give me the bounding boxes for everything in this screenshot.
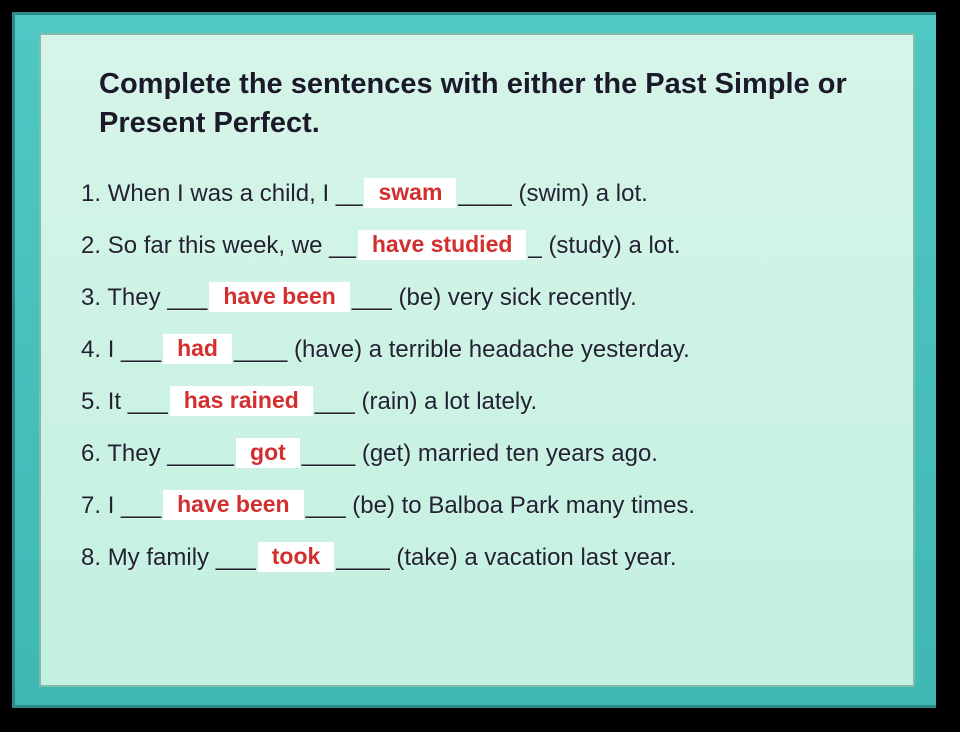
sentence-post-text: ____ (swim) a lot. [458,180,647,207]
answer-box: have been [163,490,304,520]
sentence-row: 7. I ___have been___ (be) to Balboa Park… [81,491,873,521]
sentence-pre-text: So far this week, we __ [108,232,356,259]
sentence-number: 4. [81,336,101,363]
sentences-list: 1. When I was a child, I __swam____ (swi… [81,179,873,573]
sentence-row: 1. When I was a child, I __swam____ (swi… [81,179,873,209]
sentence-post-text: ____ (take) a vacation last year. [336,544,676,571]
sentence-pre-text: When I was a child, I __ [108,180,363,207]
sentence-post-text: _ (study) a lot. [528,232,680,259]
sentence-row: 8. My family ___took____ (take) a vacati… [81,543,873,573]
sentence-post-text: ___ (be) to Balboa Park many times. [306,492,696,519]
right-black-strip [936,0,960,720]
sentence-row: 4. I ___had____ (have) a terrible headac… [81,335,873,365]
sentence-pre-text: My family ___ [108,544,256,571]
sentence-post-text: ____ (have) a terrible headache yesterda… [234,336,690,363]
sentence-row: 2. So far this week, we __have studied_ … [81,231,873,261]
exercise-title: Complete the sentences with either the P… [99,65,873,143]
sentence-post-text: ___ (rain) a lot lately. [315,388,537,415]
answer-box: got [236,438,300,468]
answer-box: swam [364,178,456,208]
sentence-pre-text: They _____ [107,440,234,467]
sentence-number: 6. [81,440,101,467]
sentence-post-text: ____ (get) married ten years ago. [302,440,658,467]
sentence-number: 1. [81,180,101,207]
sentence-row: 6. They _____got____ (get) married ten y… [81,439,873,469]
answer-box: have been [209,282,350,312]
sentence-number: 5. [81,388,101,415]
sentence-number: 8. [81,544,101,571]
slide-outer-frame: Complete the sentences with either the P… [12,12,942,708]
sentence-pre-text: It ___ [108,388,168,415]
sentence-row: 3. They ___have been___ (be) very sick r… [81,283,873,313]
answer-box: had [163,334,232,364]
sentence-number: 3. [81,284,101,311]
sentence-number: 2. [81,232,101,259]
sentence-post-text: ___ (be) very sick recently. [352,284,637,311]
slide-content-panel: Complete the sentences with either the P… [39,33,915,687]
sentence-number: 7. [81,492,101,519]
sentence-row: 5. It ___has rained___ (rain) a lot late… [81,387,873,417]
sentence-pre-text: I ___ [108,336,161,363]
answer-box: took [258,542,335,572]
sentence-pre-text: I ___ [108,492,161,519]
answer-box: have studied [358,230,527,260]
answer-box: has rained [170,386,313,416]
sentence-pre-text: They ___ [107,284,207,311]
